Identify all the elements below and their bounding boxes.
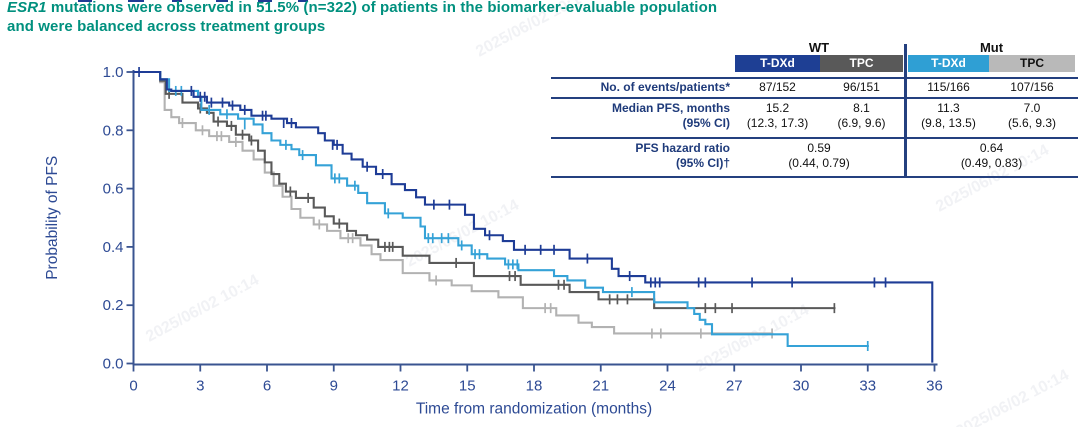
x-tick-label: 6 [263,378,271,395]
wt-mut-divider [904,44,907,178]
hr-value: 0.59 [807,141,831,155]
x-tick-label: 12 [392,378,409,395]
y-tick-label: 0.4 [103,239,124,256]
pfs-stats-table: WT Mut T-DXd TPC T-DXd TPC No. of events… [537,40,1078,180]
x-tick-label: 21 [592,378,609,395]
x-tick-label: 15 [459,378,476,395]
x-tick-label: 36 [926,378,943,395]
median-ci: (9.8, 13.5) [921,116,976,130]
row-label-hazard-ratio: PFS hazard ratio (95% CI)† [537,141,730,175]
x-tick-label: 3 [196,378,204,395]
cropped-text-remnant [216,0,228,2]
table-rule [551,176,1078,178]
median-value: 15.2 [765,101,790,115]
events-wt-tpc: 96/151 [843,80,880,94]
x-axis-title: Time from randomization (months) [416,401,652,418]
y-tick-label: 0.2 [103,297,124,314]
median-mut-tdxd: 11.3 (9.8, 13.5) [908,101,989,135]
y-tick-label: 0.0 [103,356,124,373]
table-rule [551,97,1078,99]
median-ci: (5.6, 9.3) [1007,116,1057,130]
events-mut-tpc: 107/156 [1010,80,1054,94]
table-rule [551,77,1078,79]
hr-ci: (0.44, 0.79) [788,156,850,170]
median-wt-tdxd: 15.2 (12.3, 17.3) [735,101,820,135]
hr-ci-label: (95% CI)† [675,156,730,170]
median-pfs-ci-label: (95% CI) [682,116,730,130]
x-tick-label: 0 [129,378,137,395]
group-header-mut: Mut [979,40,1004,55]
cropped-text-remnant [128,0,144,2]
km-curve-mut-tdxd [133,70,869,348]
hr-label: PFS hazard ratio [635,141,730,155]
hr-value: 0.64 [979,141,1004,155]
page-title: ESR1 mutations were observed in 51.5% (n… [7,0,717,36]
x-tick-label: 18 [526,378,543,395]
events-mut-tdxd: 115/166 [927,80,970,94]
events-wt-tdxd: 87/152 [759,80,796,94]
x-tick-label: 24 [659,378,676,395]
gene-name: ESR1 [7,0,47,16]
group-header-wt: WT [808,40,830,55]
column-header-mut-tdxd: T-DXd [908,55,989,72]
median-wt-tpc: 8.1 (6.9, 9.6) [820,101,903,135]
x-tick-label: 30 [793,378,810,395]
median-value: 11.3 [937,101,960,115]
row-label-events: No. of events/patients* [600,80,730,94]
median-pfs-label: Median PFS, months [611,101,730,115]
x-tick-label: 9 [330,378,338,395]
y-tick-label: 0.8 [103,122,124,139]
cropped-text-remnant [298,0,308,2]
median-ci: (12.3, 17.3) [746,116,809,130]
median-mut-tpc: 7.0 (5.6, 9.3) [989,101,1075,135]
y-tick-label: 1.0 [103,64,124,81]
column-header-mut-tpc: TPC [989,55,1075,72]
median-value: 8.1 [853,101,870,115]
hazard-ratio-wt: 0.59 (0.44, 0.79) [735,141,903,175]
row-label-median-pfs: Median PFS, months (95% CI) [537,101,730,135]
cropped-text-remnant [78,0,92,2]
x-tick-label: 27 [726,378,743,395]
x-tick-label: 33 [859,378,876,395]
cropped-text-remnant [258,0,272,2]
hazard-ratio-mut: 0.64 (0.49, 0.83) [908,141,1075,175]
title-line1: mutations were observed in 51.5% (n=322)… [46,0,718,16]
title-line2: and were balanced across treatment group… [7,18,326,35]
table-rule [551,137,1078,139]
y-axis-title: Probability of PFS [44,156,61,280]
median-ci: (6.9, 9.6) [837,116,886,130]
column-header-wt-tpc: TPC [820,55,903,72]
km-curve-wt-tpc [133,70,836,310]
cropped-text-remnant [172,0,182,2]
column-header-wt-tdxd: T-DXd [735,55,820,72]
hr-ci: (0.49, 0.83) [960,156,1023,170]
y-tick-label: 0.6 [103,181,124,198]
median-value: 7.0 [1023,101,1041,115]
km-curve-mut-tpc [133,70,774,335]
